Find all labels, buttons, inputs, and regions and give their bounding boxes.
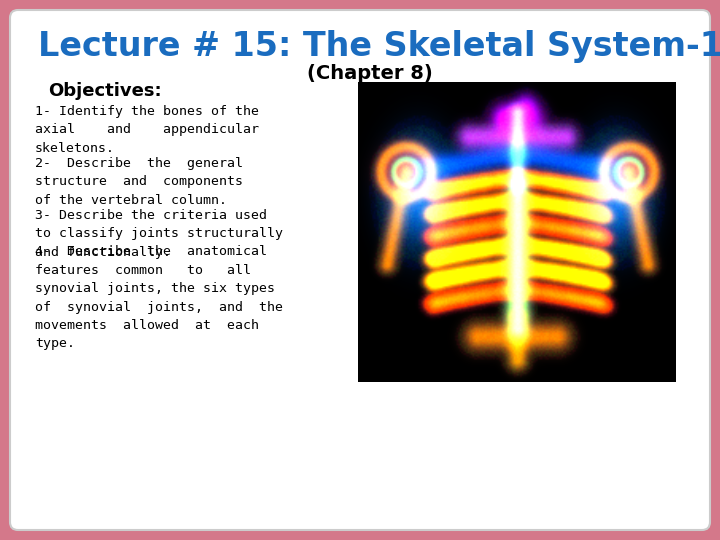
Text: 1- Identify the bones of the
axial    and    appendicular
skeletons.: 1- Identify the bones of the axial and a… xyxy=(35,105,259,155)
FancyBboxPatch shape xyxy=(10,10,710,530)
Text: (Chapter 8): (Chapter 8) xyxy=(307,64,433,83)
Text: Objectives:: Objectives: xyxy=(48,82,162,100)
Text: 3- Describe the criteria used
to classify joints structurally
and functionally.: 3- Describe the criteria used to classif… xyxy=(35,209,283,259)
Text: Lecture # 15: The Skeletal System-1: Lecture # 15: The Skeletal System-1 xyxy=(38,30,720,63)
Text: 2-  Describe  the  general
structure  and  components
of the vertebral column.: 2- Describe the general structure and co… xyxy=(35,157,243,207)
Text: 4-  Describe  the  anatomical
features  common   to   all
synovial joints, the s: 4- Describe the anatomical features comm… xyxy=(35,245,283,350)
